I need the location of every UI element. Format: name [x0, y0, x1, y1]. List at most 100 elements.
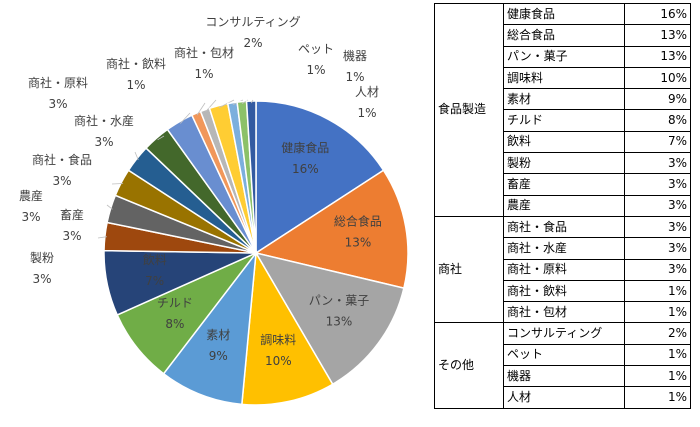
share-value-cell: 3% — [624, 215, 691, 239]
share-value-cell: 1% — [624, 386, 691, 409]
share-value-cell: 1% — [624, 301, 691, 324]
slice-percent-label: 13% — [345, 235, 372, 249]
category-name-cell: コンサルティング — [503, 322, 625, 345]
slice-label: 総合食品 — [334, 213, 382, 228]
slice-label: 農産 — [19, 188, 43, 203]
leader-line — [97, 236, 107, 239]
category-name-cell: ペット — [503, 343, 625, 367]
category-name-cell: 素材 — [503, 88, 625, 111]
slice-percent-label: 8% — [165, 317, 184, 331]
slice-label: コンサルティング — [205, 15, 300, 29]
group-label: 食品製造 — [434, 3, 504, 217]
pie-slice — [255, 100, 385, 255]
slice-percent-label: 16% — [292, 162, 319, 176]
leader-line — [218, 99, 235, 108]
pie-chart: 健康食品 16% 総合食品 13% パン・菓子 13% 調味料 10% 素材 9% チルド 8% 飲料 7… — [19, 15, 409, 406]
category-name-cell: 商社・水産 — [503, 237, 625, 260]
slice-percent-label: 9% — [209, 349, 228, 363]
table-row: パン・菓子 13% — [435, 45, 691, 68]
slice-percent-label: 3% — [32, 272, 51, 286]
slice-percent-label: 1% — [306, 63, 325, 77]
table-row: 商社・飲料 1% — [435, 279, 691, 303]
category-name-cell: 商社・包材 — [503, 301, 625, 324]
group-label: 商社 — [434, 215, 504, 324]
share-value-cell: 3% — [624, 173, 691, 196]
leader-line — [250, 99, 254, 104]
category-name-cell: 畜産 — [503, 173, 625, 196]
breakdown-table: 食品製造 健康食品 16% 総合食品 13% パン・菓子 13% 調味料 10% 素材 9% チルド 8… — [434, 2, 691, 409]
share-value-cell: 3% — [624, 237, 691, 260]
category-name-cell: 総合食品 — [503, 24, 625, 47]
share-value-cell: 3% — [624, 194, 691, 217]
category-name-cell: 製粉 — [503, 152, 625, 175]
slice-percent-label: 3% — [94, 135, 113, 149]
group-label: その他 — [434, 322, 504, 409]
pie-slice — [254, 251, 405, 386]
table-row: チルド 8% — [435, 109, 691, 132]
slice-label: 商社・飲料 — [106, 56, 166, 71]
slice-label: 商社・食品 — [32, 152, 92, 167]
slice-label: 商社・水産 — [74, 113, 134, 128]
category-name-cell: 調味料 — [503, 66, 625, 90]
share-value-cell: 3% — [624, 152, 691, 175]
category-name-cell: 飲料 — [503, 130, 625, 154]
pie-slice — [254, 169, 409, 290]
category-name-cell: 商社・原料 — [503, 258, 625, 281]
leader-line — [157, 135, 165, 141]
table-body: 食品製造 健康食品 16% 総合食品 13% パン・菓子 13% 調味料 10% 素材 9% チルド 8… — [434, 2, 691, 409]
table-row: 食品製造 健康食品 16% — [434, 2, 691, 217]
leader-line — [180, 112, 191, 124]
table-row: 総合食品 13% — [435, 24, 691, 47]
share-value-cell: 9% — [624, 88, 691, 111]
share-value-cell: 10% — [624, 66, 691, 90]
table-row: 素材 9% — [435, 88, 691, 111]
leader-line — [196, 102, 206, 116]
share-value-cell: 3% — [624, 258, 691, 281]
slice-percent-label: 1% — [345, 70, 364, 84]
table-row: 農産 3% — [435, 194, 691, 217]
slice-label: 調味料 — [260, 333, 296, 347]
share-value-cell: 1% — [624, 365, 691, 388]
slice-percent-label: 10% — [265, 354, 292, 368]
table-row: その他 コンサルティング 2% — [434, 322, 691, 409]
slice-percent-label: 3% — [48, 97, 67, 111]
slice-label: 畜産 — [60, 207, 84, 222]
table-row: 商社・原料 3% — [435, 258, 691, 281]
share-value-cell: 1% — [624, 343, 691, 367]
category-name-cell: チルド — [503, 109, 625, 132]
category-name-cell: 商社・食品 — [503, 215, 625, 239]
slice-label: 健康食品 — [281, 140, 329, 155]
slice-percent-label: 2% — [243, 36, 262, 50]
table-row: ペット 1% — [435, 343, 691, 367]
slice-label: 人材 — [355, 85, 379, 99]
category-name-cell: 商社・飲料 — [503, 279, 625, 303]
leader-line — [106, 204, 113, 210]
slice-percent-label: 7% — [145, 274, 164, 288]
share-value-cell: 13% — [624, 24, 691, 47]
category-name-cell: 健康食品 — [503, 2, 625, 26]
slice-label: 商社・原料 — [28, 75, 88, 90]
category-name-cell: パン・菓子 — [503, 45, 625, 68]
leader-line — [205, 99, 217, 112]
table-row: 商社 商社・食品 3% — [434, 215, 691, 324]
slice-percent-label: 3% — [52, 174, 71, 188]
share-value-cell: 1% — [624, 279, 691, 303]
pie-slice — [245, 100, 257, 254]
share-value-cell: 7% — [624, 130, 691, 154]
slice-label: パン・菓子 — [309, 294, 370, 308]
table-row: 商社・水産 3% — [435, 237, 691, 260]
slice-percent-label: 1% — [194, 67, 213, 81]
slice-label: 飲料 — [143, 252, 167, 267]
slice-percent-label: 13% — [326, 315, 353, 329]
share-value-cell: 8% — [624, 109, 691, 132]
slice-label: 機器 — [343, 48, 367, 63]
category-name-cell: 農産 — [503, 194, 625, 217]
category-name-cell: 人材 — [503, 386, 625, 409]
slice-label: 素材 — [206, 328, 230, 342]
share-value-cell: 2% — [624, 322, 691, 345]
slice-percent-label: 1% — [357, 106, 376, 120]
slice-percent-label: 3% — [62, 229, 81, 243]
share-value-cell: 16% — [624, 2, 691, 26]
slice-percent-label: 3% — [21, 210, 40, 224]
leader-line — [134, 151, 139, 161]
